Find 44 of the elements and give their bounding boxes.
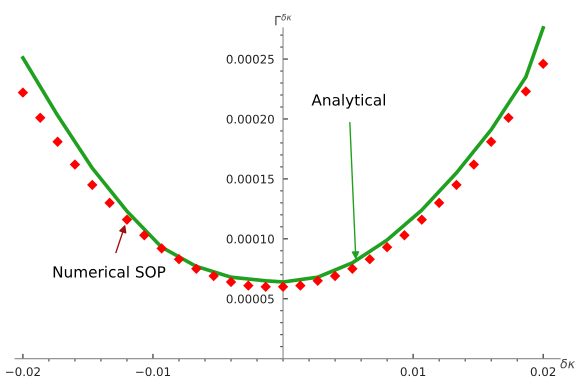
point [538, 58, 548, 70]
y-tick-label: 0.00010 [226, 234, 274, 244]
point [330, 270, 340, 282]
point [416, 214, 427, 225]
point [434, 198, 444, 208]
point [468, 159, 480, 170]
point [399, 230, 410, 240]
x-tick-label: 0.01 [400, 367, 426, 376]
point [35, 112, 46, 123]
y-tick-label: 0.00025 [226, 54, 274, 64]
y-axis-title: Γ̄$^{δκ}$ [275, 14, 292, 26]
annotation: Analytical [312, 94, 386, 109]
point [364, 254, 375, 264]
point [295, 280, 306, 291]
point [104, 198, 115, 208]
annotation: Numerical SOP [54, 266, 166, 278]
point [347, 264, 358, 274]
point [70, 159, 80, 170]
point [243, 280, 254, 291]
point [486, 136, 496, 147]
point [156, 243, 167, 254]
point [208, 270, 219, 282]
point [174, 254, 184, 264]
x-tick-label: 0.02 [530, 367, 556, 376]
x-axis-title: δκ [560, 358, 576, 368]
y-tick-label: 0.00005 [226, 294, 274, 304]
point [451, 180, 462, 190]
y-tick-label: 0.00015 [226, 174, 274, 184]
x-tick-label: −0.02 [6, 367, 40, 376]
point [87, 180, 98, 190]
point [520, 86, 532, 97]
point [139, 230, 150, 240]
point [191, 264, 202, 274]
y-tick-label: 0.00020 [226, 114, 274, 124]
point [312, 276, 323, 286]
point [278, 282, 288, 292]
point [260, 282, 271, 292]
x-tick-label: −0.01 [136, 367, 170, 376]
point [122, 214, 132, 225]
point [382, 242, 392, 252]
point [226, 276, 236, 288]
point [18, 87, 28, 98]
point [52, 136, 63, 147]
point [503, 112, 514, 123]
